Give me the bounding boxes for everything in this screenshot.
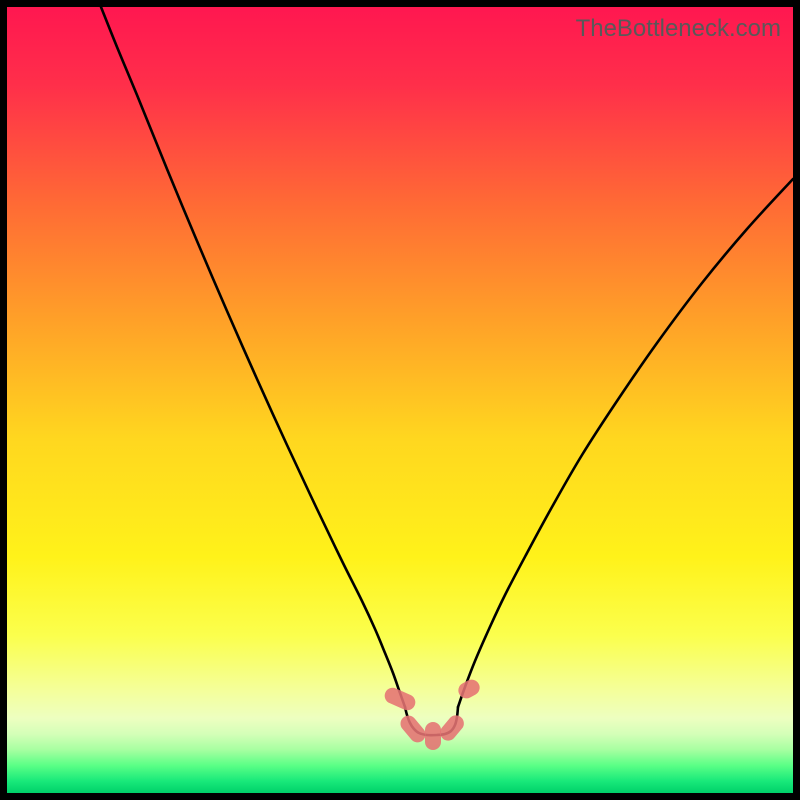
curve-left — [101, 7, 405, 707]
curves-svg — [7, 7, 793, 793]
marker-3 — [437, 712, 467, 744]
marker-1 — [397, 712, 429, 745]
marker-2 — [425, 722, 441, 750]
frame-bottom — [0, 793, 800, 800]
curve-right — [458, 179, 793, 707]
plot-area: TheBottleneck.com — [7, 7, 793, 793]
frame-left — [0, 0, 7, 800]
watermark-text: TheBottleneck.com — [576, 15, 781, 43]
frame-right — [793, 0, 800, 800]
frame-top — [0, 0, 800, 7]
marker-4 — [456, 677, 483, 701]
